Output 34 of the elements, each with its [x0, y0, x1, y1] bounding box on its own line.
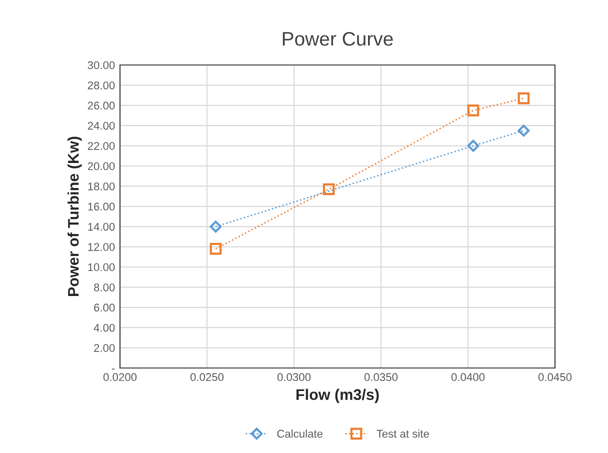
point	[467, 140, 480, 152]
x-tick-label: 0.0350	[364, 373, 398, 382]
y-tick-label: 14.00	[88, 222, 115, 231]
point	[322, 183, 335, 196]
y-tick-label: -	[112, 368, 115, 370]
y-tick-label: 8.00	[94, 283, 115, 292]
x-tick-label: 0.0300	[277, 373, 311, 382]
y-tick-label: 24.00	[88, 122, 115, 130]
x-tick-label: 0.0450	[538, 373, 572, 382]
x-axis-title: Flow (m3/s)	[296, 388, 379, 404]
point	[518, 92, 530, 104]
chart-title: Power Curve	[282, 32, 393, 46]
y-tick-label: 30.00	[88, 61, 115, 70]
x-tick-label: 0.0250	[190, 373, 224, 382]
y-tick-label: 4.00	[94, 324, 115, 332]
y-tick-label: 28.00	[88, 81, 115, 90]
point	[518, 124, 530, 137]
y-tick-label: 18.00	[88, 182, 115, 190]
x-tick-label: 0.0200	[103, 373, 137, 382]
legend-label: Test at site	[376, 430, 429, 438]
y-axis-title: Power of Turbine (Kw)	[68, 136, 82, 296]
legend-label: Calculate	[277, 430, 323, 438]
point	[467, 104, 480, 116]
y-tick-label: 26.00	[88, 102, 115, 110]
y-tick-label: 20.00	[88, 162, 115, 170]
y-tick-label: 12.00	[88, 243, 115, 251]
y-tick-label: 10.00	[88, 263, 115, 272]
x-tick-label: 0.0400	[451, 373, 485, 382]
y-tick-label: 6.00	[94, 304, 115, 312]
point	[210, 220, 222, 233]
y-tick-label: 16.00	[88, 202, 115, 211]
y-tick-label: 22.00	[88, 142, 115, 150]
y-tick-label: 2.00	[94, 344, 115, 352]
point	[210, 242, 222, 255]
